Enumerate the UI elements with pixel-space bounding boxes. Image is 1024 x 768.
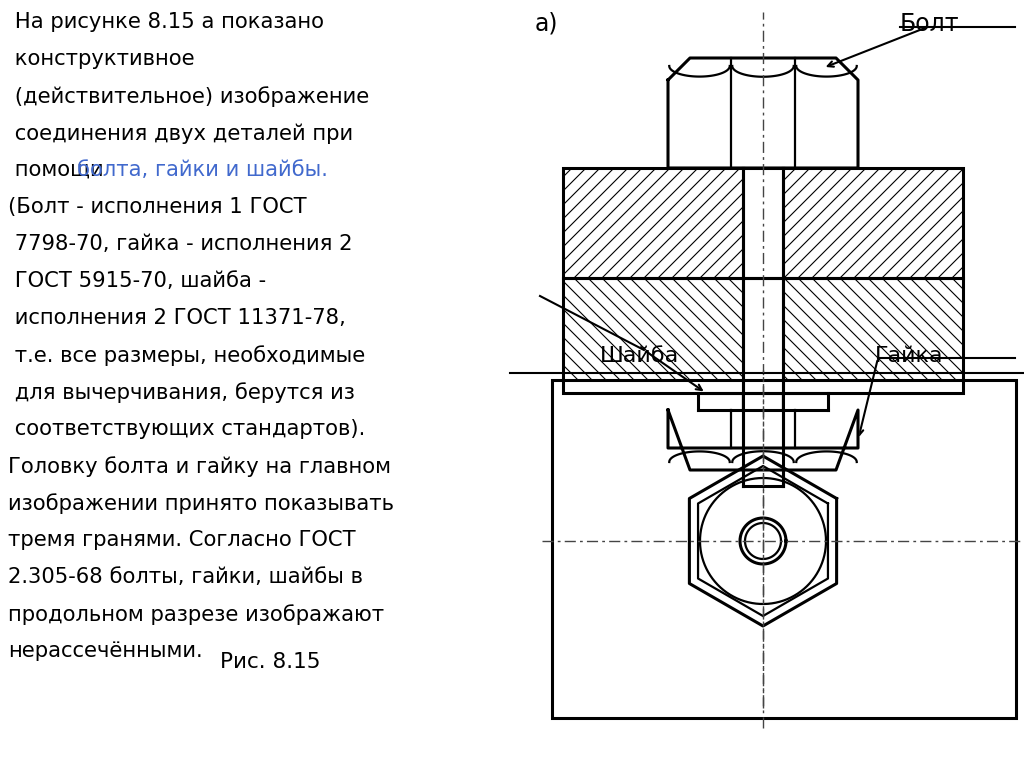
Text: ГОСТ 5915-70, шайба -: ГОСТ 5915-70, шайба - [8,271,266,291]
Text: соответствующих стандартов).: соответствующих стандартов). [8,419,366,439]
Text: т.е. все размеры, необходимые: т.е. все размеры, необходимые [8,345,366,366]
Polygon shape [563,278,963,393]
Polygon shape [668,58,858,168]
Text: соединения двух деталей при: соединения двух деталей при [8,123,353,144]
Bar [552,380,1016,718]
Bar [563,278,963,393]
Text: Гайка: Гайка [874,346,943,366]
Polygon shape [552,380,1016,718]
Text: изображении принято показывать: изображении принято показывать [8,493,394,514]
Text: помощи: помощи [8,160,111,180]
Bar [563,168,963,278]
Text: продольном разрезе изображают: продольном разрезе изображают [8,604,384,625]
Text: (действительное) изображение: (действительное) изображение [8,86,370,107]
Text: тремя гранями. Согласно ГОСТ: тремя гранями. Согласно ГОСТ [8,530,355,550]
Polygon shape [743,168,783,486]
Text: исполнения 2 ГОСТ 11371-78,: исполнения 2 ГОСТ 11371-78, [8,308,346,328]
Text: болта, гайки и шайбы.: болта, гайки и шайбы. [77,160,328,180]
Polygon shape [689,456,837,626]
Polygon shape [668,410,858,470]
Polygon shape [698,393,828,410]
Polygon shape [668,410,858,470]
Text: Головку болта и гайку на главном: Головку болта и гайку на главном [8,456,391,477]
Text: нерассечёнными.: нерассечёнными. [8,641,203,661]
Text: для вычерчивания, берутся из: для вычерчивания, берутся из [8,382,355,403]
Text: 2.305-68 болты, гайки, шайбы в: 2.305-68 болты, гайки, шайбы в [8,567,362,587]
Text: конструктивное: конструктивное [8,49,195,69]
Text: Рис. 8.15: Рис. 8.15 [220,652,321,672]
Text: (Болт - исполнения 1 ГОСТ: (Болт - исполнения 1 ГОСТ [8,197,306,217]
Text: Шайба: Шайба [600,346,679,366]
Polygon shape [563,168,963,278]
Text: 7798-70, гайка - исполнения 2: 7798-70, гайка - исполнения 2 [8,234,352,254]
Text: а): а) [535,12,558,36]
Polygon shape [668,58,858,168]
Text: На рисунке 8.15 а показано: На рисунке 8.15 а показано [8,12,324,32]
Text: Болт: Болт [900,12,959,36]
